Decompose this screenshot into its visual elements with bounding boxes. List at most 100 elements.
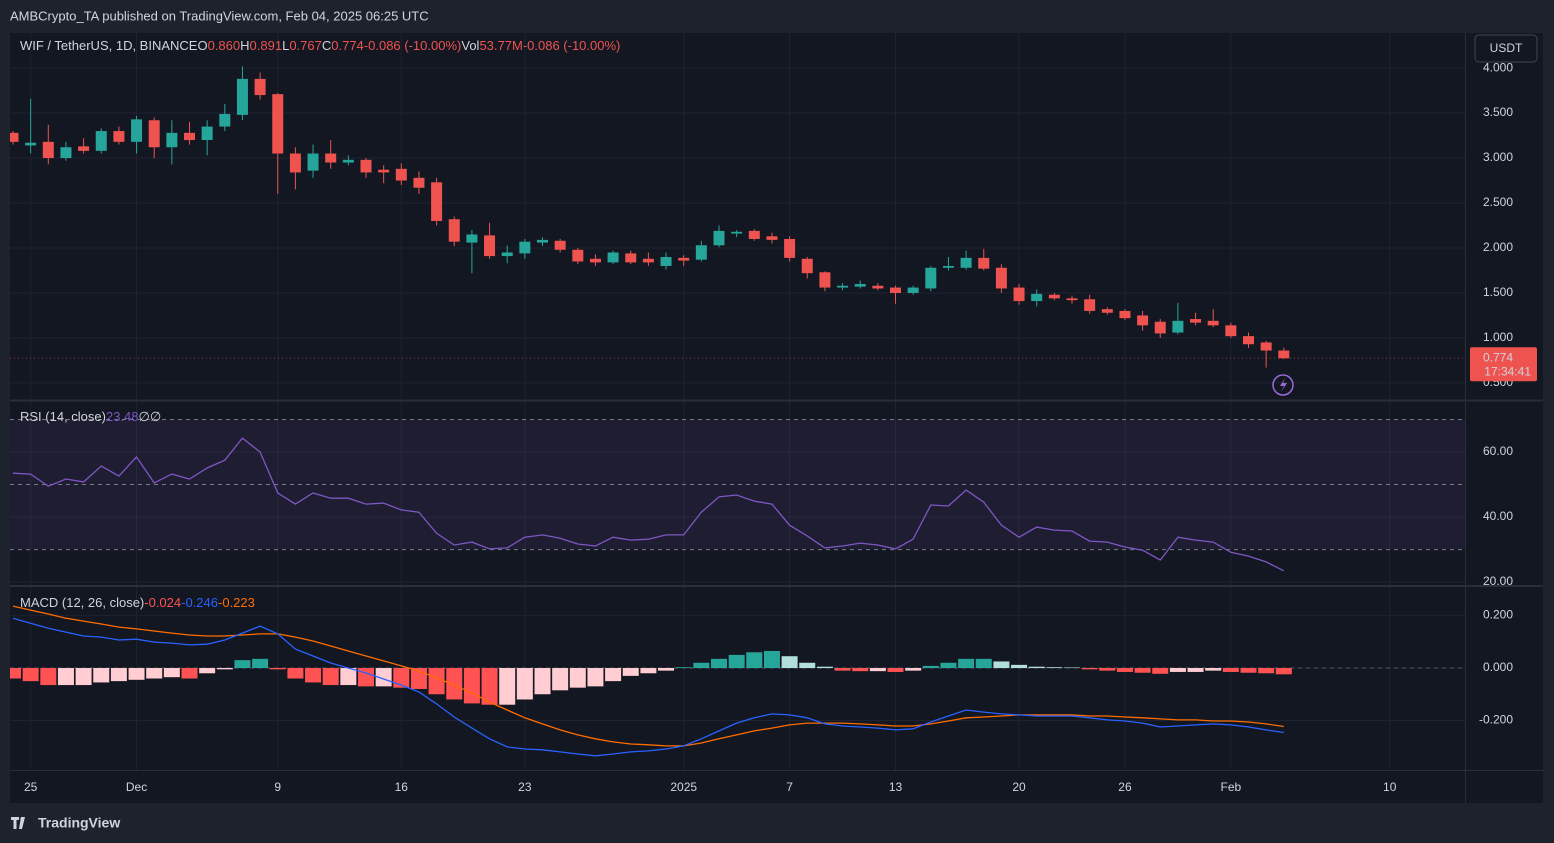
candle-body: [625, 253, 637, 263]
candle-body: [960, 257, 972, 268]
candle-body: [131, 119, 143, 142]
grid: [10, 33, 1465, 770]
candle-body: [519, 241, 531, 254]
candle-body: [360, 159, 372, 173]
candle-body: [1048, 294, 1060, 299]
histogram-bar: [1116, 668, 1133, 672]
histogram-bar: [622, 668, 639, 676]
histogram-bar: [181, 668, 198, 679]
legend: MACD (12, 26, close)-0.024-0.246-0.223: [20, 595, 255, 610]
histogram-bar: [1169, 668, 1186, 672]
x-tick-label: 23: [518, 780, 532, 794]
candle-body: [801, 258, 813, 274]
candle-body: [236, 78, 248, 115]
x-tick-label: 2025: [670, 780, 697, 794]
histogram-bar: [1081, 668, 1098, 670]
candle-body: [537, 239, 548, 243]
candle-body: [1190, 319, 1202, 323]
candle-body: [1172, 320, 1184, 333]
candle-body: [95, 131, 107, 151]
y-tick-label: 3.500: [1483, 105, 1513, 119]
candle-body: [1278, 350, 1290, 359]
last-price-box: [1470, 347, 1537, 382]
candle-body: [378, 169, 390, 173]
indicator-title: RSI (14, close): [20, 409, 106, 424]
histogram-bar: [658, 668, 675, 671]
histogram-bar: [605, 668, 622, 682]
candle-body: [890, 287, 901, 293]
y-tick-label: -0.200: [1479, 713, 1513, 727]
candle-body: [1207, 320, 1219, 326]
y-tick-label: 40.00: [1483, 509, 1513, 523]
x-tick-label: 10: [1383, 780, 1397, 794]
candle-body: [272, 94, 284, 154]
candle-body: [60, 147, 72, 159]
histogram-bar: [569, 668, 586, 688]
histogram-bar: [1028, 666, 1045, 669]
histogram-bar: [958, 658, 975, 669]
histogram-bar: [358, 668, 374, 687]
footer-brand: TradingView: [38, 815, 120, 831]
currency-label[interactable]: USDT: [1490, 41, 1523, 55]
histogram-bar: [269, 668, 286, 670]
candle-body: [678, 257, 690, 261]
candle-body: [942, 265, 954, 268]
legend-field-label: L: [282, 38, 289, 53]
candle-body: [907, 287, 919, 293]
indicator-extra: ∅: [139, 409, 150, 424]
x-tick-label: 7: [786, 780, 793, 794]
histogram-bar: [799, 662, 816, 669]
attribution: AMBCrypto_TA published on TradingView.co…: [10, 8, 429, 23]
histogram-bar: [922, 665, 939, 669]
histogram-bar: [816, 666, 833, 669]
histogram-bar: [746, 652, 763, 669]
histogram-bar: [340, 668, 357, 686]
y-tick-label: 0.200: [1483, 608, 1513, 622]
x-tick-label: Dec: [126, 780, 147, 794]
histogram-bar: [905, 668, 922, 671]
histogram-bar: [199, 668, 216, 674]
alert-icon[interactable]: [1272, 374, 1294, 396]
histogram-bar: [446, 668, 463, 700]
histogram-bar: [305, 668, 322, 683]
candle-body: [254, 78, 266, 96]
histogram-bar: [146, 668, 163, 679]
histogram-bar: [763, 650, 780, 669]
legend: WIF / TetherUS, 1D, BINANCEO0.860H0.891L…: [20, 38, 620, 53]
candle-body: [1031, 293, 1043, 302]
candle-body: [289, 153, 301, 173]
legend-field-value: 0.860: [208, 38, 241, 53]
indicator-title: MACD (12, 26, close): [20, 595, 144, 610]
histogram-bar: [1099, 668, 1116, 671]
candle-body: [431, 182, 443, 221]
y-tick-label: 4.000: [1483, 60, 1513, 74]
candle-body: [307, 153, 319, 171]
histogram-bar: [1258, 668, 1275, 674]
histogram-bar: [693, 662, 710, 669]
histogram-bar: [1134, 668, 1151, 673]
y-tick-label: 2.500: [1483, 195, 1513, 209]
candle-body: [925, 267, 937, 289]
candle-body: [219, 113, 231, 127]
candle-body: [113, 131, 125, 142]
currency-button[interactable]: [1474, 34, 1538, 63]
candle-body: [572, 249, 584, 262]
histogram-bar: [781, 656, 798, 669]
histogram-bar: [128, 668, 145, 680]
candle-body: [413, 177, 425, 188]
legend-volume-label: Vol: [461, 38, 479, 53]
histogram-bar: [852, 668, 869, 672]
histogram-bar: [428, 668, 445, 695]
histogram-bar: [552, 668, 569, 691]
x-tick-label: 16: [395, 780, 409, 794]
candle-body: [184, 132, 195, 141]
indicator-value: 23.48: [106, 409, 139, 424]
candle-body: [1013, 287, 1025, 302]
candle-body: [501, 252, 513, 257]
x-tick-label: 13: [889, 780, 903, 794]
legend-change: -0.086 (-10.00%): [364, 38, 462, 53]
histogram-bar: [216, 668, 233, 670]
indicator-extra: ∅: [150, 409, 161, 424]
y-tick-label: 1.000: [1483, 330, 1513, 344]
candle-body: [695, 245, 707, 260]
